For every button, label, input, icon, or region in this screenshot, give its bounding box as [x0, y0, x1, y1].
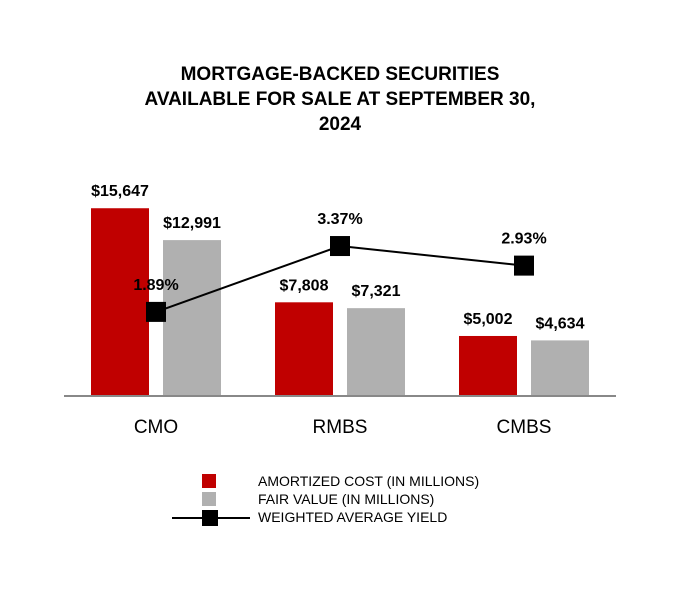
legend-swatch-fair-value — [202, 492, 216, 506]
bar-label-fair-value-rmbs: $7,321 — [352, 283, 401, 300]
bar-label-amortized-cost-cmbs: $5,002 — [464, 311, 513, 328]
legend-label-yield: WEIGHTED AVERAGE YIELD — [258, 509, 447, 525]
bar-label-amortized-cost-cmo: $15,647 — [91, 183, 149, 200]
bar-amortized-cost-cmbs — [459, 335, 517, 396]
bar-amortized-cost-cmo — [91, 208, 149, 396]
yield-marker-cmo — [146, 301, 166, 322]
legend-swatch-yield-marker — [202, 510, 218, 526]
category-label-rmbs: RMBS — [313, 417, 368, 438]
chart-title-line-1: MORTGAGE-BACKED SECURITIES — [181, 64, 500, 85]
chart-title-line-3: 2024 — [319, 114, 362, 135]
yield-marker-cmbs — [514, 255, 534, 276]
bar-label-fair-value-cmbs: $4,634 — [536, 315, 585, 332]
bar-fair-value-cmo — [163, 240, 221, 396]
category-label-cmbs: CMBS — [497, 417, 552, 438]
legend: AMORTIZED COST (IN MILLIONS) FAIR VALUE … — [172, 473, 479, 526]
yield-label-rmbs: 3.37% — [317, 211, 362, 228]
bars-group: $15,647 $12,991 $7,808 $7,321 $5,002 $4,634 — [91, 183, 589, 396]
yield-label-cmo: 1.89% — [133, 277, 178, 294]
bar-fair-value-cmbs — [531, 340, 589, 396]
bar-amortized-cost-rmbs — [275, 302, 333, 396]
bar-label-amortized-cost-rmbs: $7,808 — [280, 277, 329, 294]
yield-line-group: 1.89% 3.37% 2.93% — [133, 211, 547, 322]
legend-label-fair-value: FAIR VALUE (IN MILLIONS) — [258, 491, 434, 507]
legend-label-amortized-cost: AMORTIZED COST (IN MILLIONS) — [258, 473, 479, 489]
legend-swatch-amortized-cost — [202, 474, 216, 488]
yield-label-cmbs: 2.93% — [501, 231, 546, 248]
chart-title-line-2: AVAILABLE FOR SALE AT SEPTEMBER 30, — [145, 89, 536, 110]
bar-fair-value-rmbs — [347, 308, 405, 396]
category-labels: CMO RMBS CMBS — [134, 417, 552, 438]
yield-marker-rmbs — [330, 236, 350, 257]
category-label-cmo: CMO — [134, 417, 178, 438]
bar-label-fair-value-cmo: $12,991 — [163, 215, 221, 232]
